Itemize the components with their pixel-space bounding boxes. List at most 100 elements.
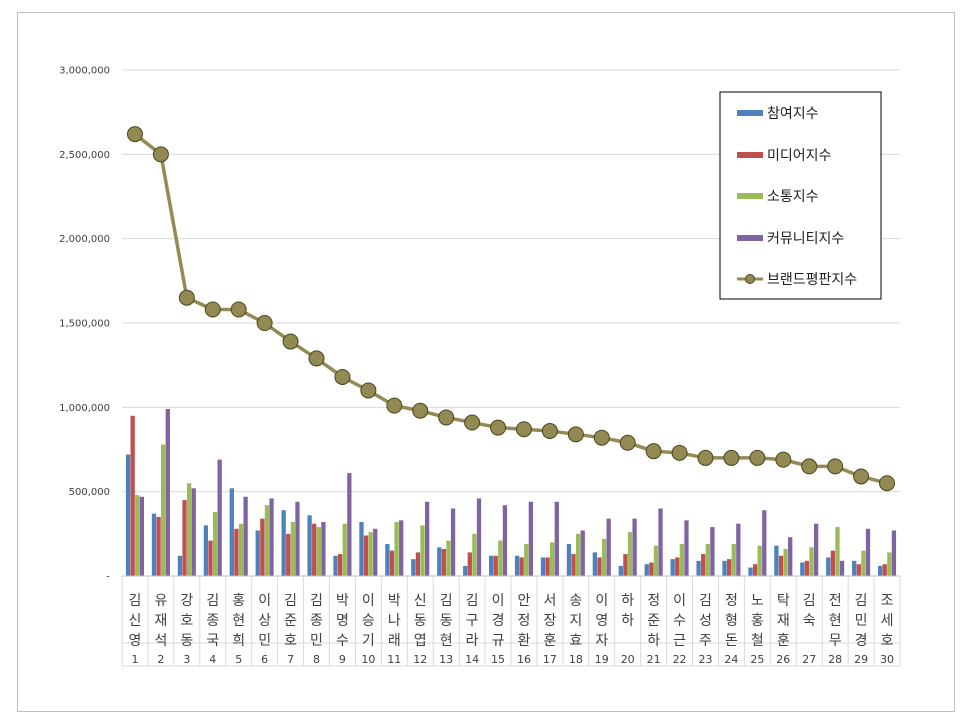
bar — [234, 528, 239, 576]
bar — [736, 523, 741, 576]
bar — [540, 557, 546, 576]
bar — [337, 554, 343, 576]
bar — [437, 547, 442, 576]
bar — [731, 543, 736, 576]
bar — [342, 523, 347, 576]
bar — [191, 488, 196, 576]
bar — [450, 508, 456, 576]
category-rank-label: 30 — [880, 653, 894, 666]
legend-swatch — [737, 235, 763, 241]
bar — [575, 533, 581, 576]
bar — [472, 533, 477, 576]
category-rank-label: 2 — [157, 653, 164, 666]
line-marker — [749, 449, 766, 466]
bar-series — [125, 409, 897, 576]
category-rank-label: 26 — [776, 653, 790, 666]
bar — [839, 560, 845, 576]
bar — [696, 560, 701, 576]
category-rank-label: 13 — [439, 653, 453, 666]
series-3 — [135, 444, 892, 576]
bar — [788, 537, 793, 576]
bar — [359, 522, 364, 576]
bar — [778, 555, 784, 576]
bar — [710, 527, 715, 576]
bar — [161, 444, 166, 576]
bar — [415, 552, 421, 576]
bar — [601, 538, 607, 576]
bar — [182, 500, 187, 576]
category-rank-label: 17 — [543, 653, 557, 666]
bar — [488, 555, 494, 576]
bar — [389, 550, 395, 576]
bar — [653, 545, 659, 576]
bar — [208, 540, 213, 576]
bar — [333, 555, 338, 576]
line-marker — [723, 449, 740, 466]
category-rank-label: 18 — [569, 653, 583, 666]
category-rank-label: 23 — [699, 653, 713, 666]
line-marker — [853, 468, 870, 485]
line-marker — [541, 422, 558, 439]
bar — [156, 516, 161, 576]
bar — [312, 523, 317, 576]
bar — [627, 532, 633, 576]
bar — [623, 554, 628, 576]
bar — [830, 550, 836, 576]
category-rank-label: 29 — [854, 653, 868, 666]
bar — [399, 520, 404, 576]
bar — [752, 564, 758, 576]
y-tick-label: 2,500,000 — [59, 150, 110, 161]
y-tick-label: 2,000,000 — [59, 234, 110, 245]
line-marker — [464, 414, 481, 431]
bar — [139, 496, 145, 576]
bar — [307, 515, 312, 576]
bar — [865, 528, 871, 576]
category-rank-label: 22 — [673, 653, 687, 666]
bar — [446, 540, 451, 576]
line-marker — [386, 397, 403, 414]
bar — [368, 532, 373, 576]
bar — [774, 545, 779, 576]
bar — [554, 501, 559, 576]
category-rank-label: 6 — [261, 653, 268, 666]
legend-swatch — [737, 110, 763, 116]
bar — [135, 495, 140, 576]
bar — [571, 554, 576, 576]
line-marker — [619, 434, 636, 451]
bar — [290, 522, 296, 576]
bar — [255, 530, 260, 576]
category-rank-label: 15 — [491, 653, 505, 666]
bar — [229, 488, 234, 576]
bar — [891, 530, 897, 576]
category-rank-label: 7 — [287, 653, 294, 666]
series-1 — [125, 454, 883, 576]
bar — [467, 552, 472, 576]
bar — [580, 530, 585, 576]
bar — [592, 552, 598, 576]
bar — [165, 409, 170, 576]
legend-label: 참여지수 — [767, 106, 819, 122]
bar — [705, 543, 710, 576]
bar — [420, 525, 425, 576]
y-axis-ticks: - 500,000 1,000,000 1,500,000 2,000,000 2,500… — [59, 66, 110, 583]
